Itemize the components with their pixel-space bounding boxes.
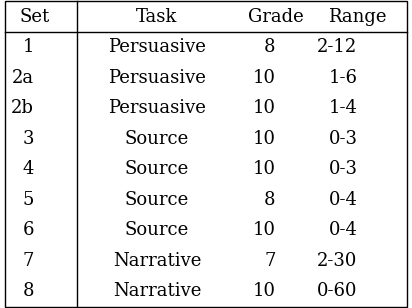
Text: 1-4: 1-4 bbox=[328, 99, 358, 117]
Text: Narrative: Narrative bbox=[113, 282, 201, 300]
Text: 0-3: 0-3 bbox=[328, 130, 358, 148]
Text: 7: 7 bbox=[264, 252, 276, 270]
Text: Set: Set bbox=[19, 8, 49, 26]
Text: Source: Source bbox=[125, 191, 189, 209]
Text: 0-4: 0-4 bbox=[328, 221, 358, 239]
Text: 0-3: 0-3 bbox=[328, 160, 358, 178]
Text: 10: 10 bbox=[253, 69, 276, 87]
Text: 2b: 2b bbox=[11, 99, 34, 117]
Text: Task: Task bbox=[136, 8, 178, 26]
Text: 1: 1 bbox=[23, 38, 34, 56]
Text: Persuasive: Persuasive bbox=[108, 99, 206, 117]
Text: Grade: Grade bbox=[248, 8, 304, 26]
Text: Narrative: Narrative bbox=[113, 252, 201, 270]
Text: 6: 6 bbox=[23, 221, 34, 239]
Text: 4: 4 bbox=[23, 160, 34, 178]
Text: 10: 10 bbox=[253, 221, 276, 239]
Text: 1-6: 1-6 bbox=[328, 69, 358, 87]
Text: Source: Source bbox=[125, 221, 189, 239]
Text: 10: 10 bbox=[253, 282, 276, 300]
Text: 5: 5 bbox=[23, 191, 34, 209]
Text: 8: 8 bbox=[264, 191, 276, 209]
Text: Source: Source bbox=[125, 160, 189, 178]
Text: 2-12: 2-12 bbox=[317, 38, 358, 56]
Text: Range: Range bbox=[328, 8, 387, 26]
Text: 10: 10 bbox=[253, 160, 276, 178]
Text: 8: 8 bbox=[23, 282, 34, 300]
Text: 2-30: 2-30 bbox=[317, 252, 358, 270]
Text: 10: 10 bbox=[253, 99, 276, 117]
Text: 2a: 2a bbox=[12, 69, 34, 87]
Text: 3: 3 bbox=[23, 130, 34, 148]
Text: 7: 7 bbox=[23, 252, 34, 270]
Text: Persuasive: Persuasive bbox=[108, 69, 206, 87]
Text: Persuasive: Persuasive bbox=[108, 38, 206, 56]
Text: Source: Source bbox=[125, 130, 189, 148]
Text: 8: 8 bbox=[264, 38, 276, 56]
Text: 10: 10 bbox=[253, 130, 276, 148]
Text: 0-4: 0-4 bbox=[328, 191, 358, 209]
Text: 0-60: 0-60 bbox=[317, 282, 358, 300]
